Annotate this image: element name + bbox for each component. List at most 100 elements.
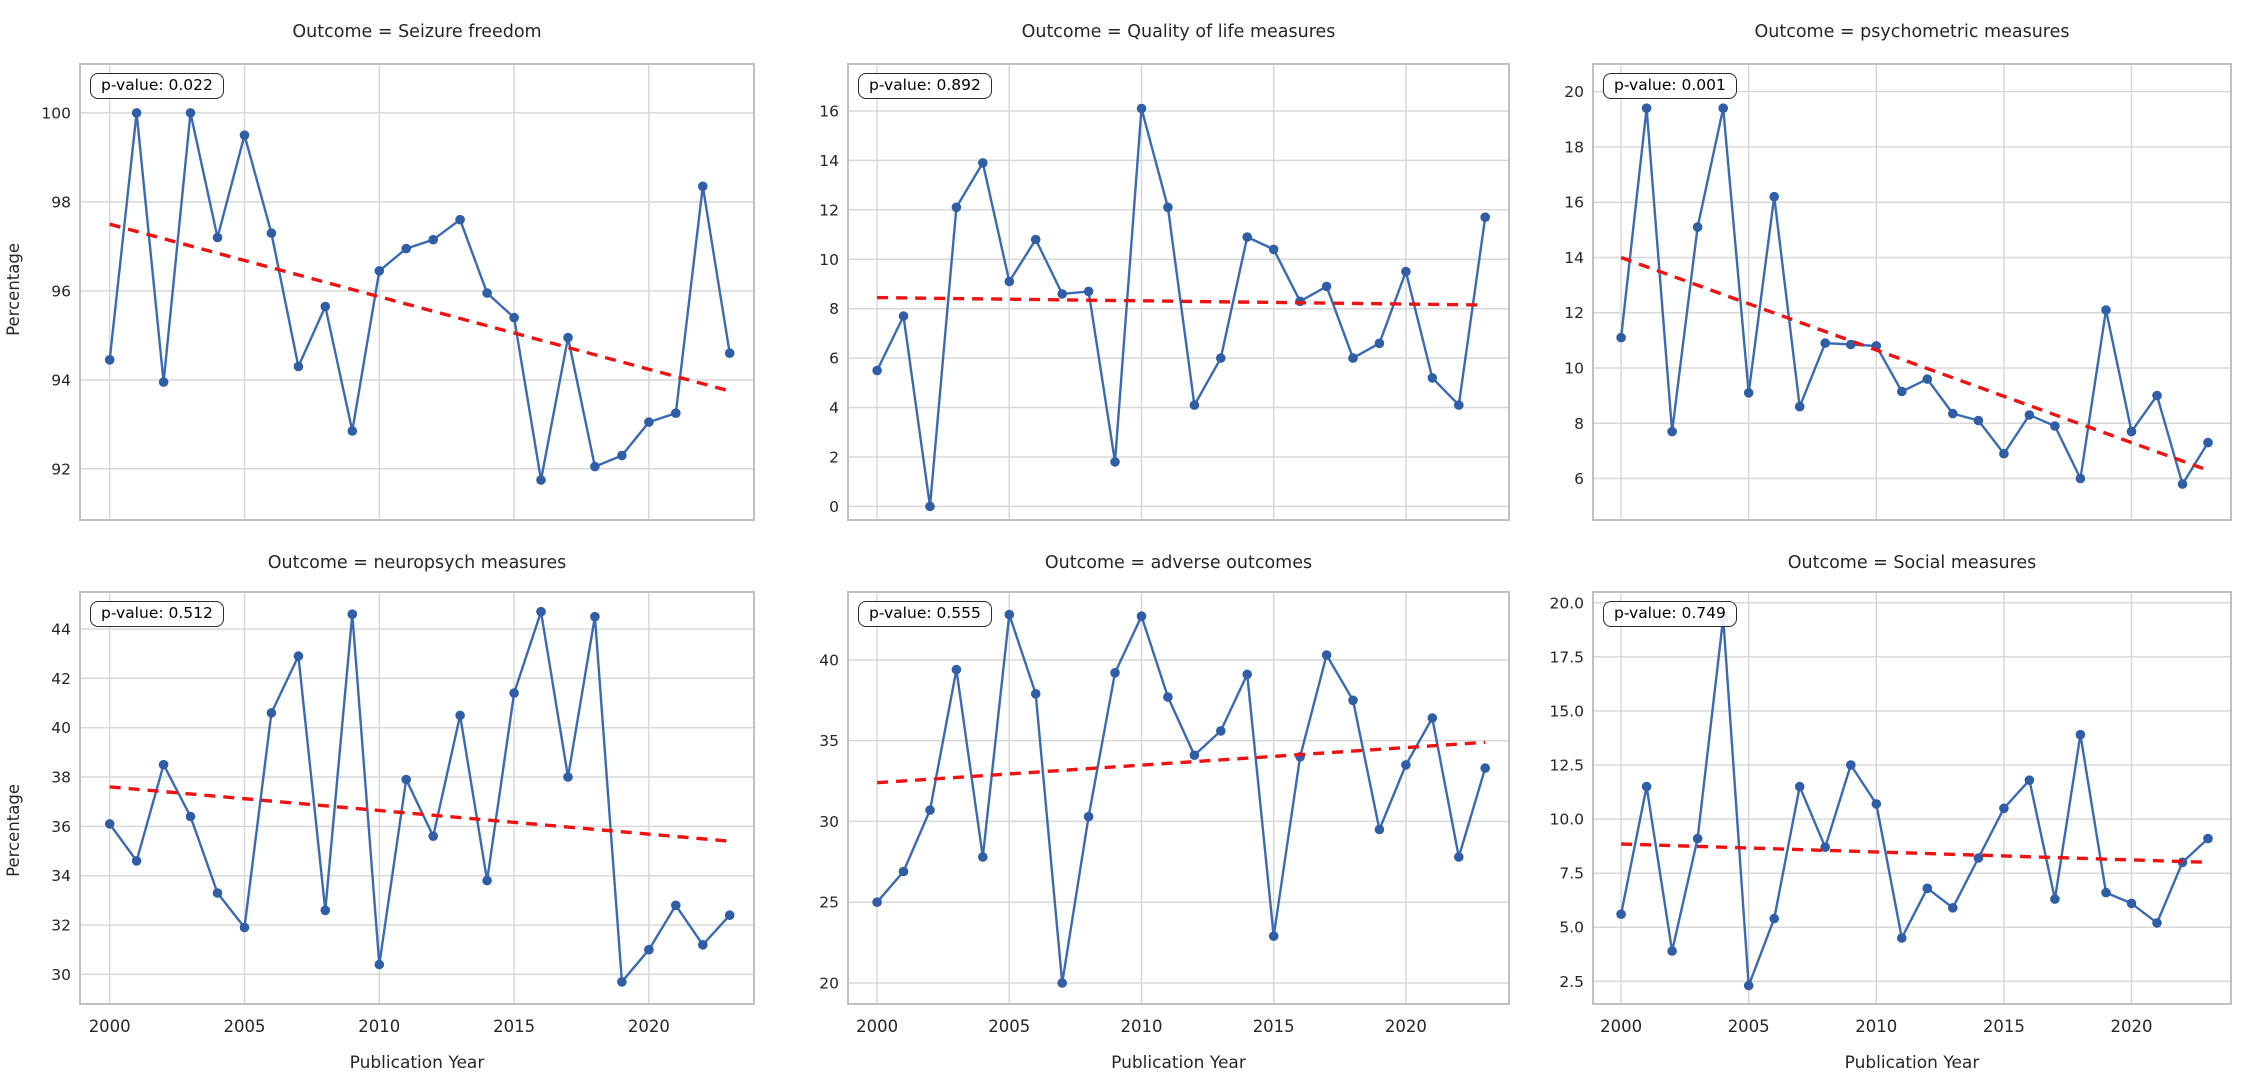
y-axis-label-gutter: Percentage <box>0 12 26 536</box>
data-point <box>1454 852 1464 862</box>
trend-line <box>876 740 1486 785</box>
data-point <box>347 609 358 619</box>
y-tick-label: 40 <box>51 719 71 737</box>
data-point <box>1769 191 1779 202</box>
pvalue-annotation: p-value: 0.022 <box>90 73 224 99</box>
y-tick-label: 2 <box>829 449 839 467</box>
data-point <box>898 866 909 877</box>
chart-title: Outcome = Quality of life measures <box>1021 22 1336 42</box>
data-point <box>698 181 708 192</box>
plot-area: 0 2 4 6 8 10 12 14 16 p-value: 0.892 <box>794 56 1539 536</box>
y-tick-label: 92 <box>51 460 71 478</box>
data-line <box>876 613 1487 985</box>
data-point <box>347 426 358 436</box>
y-tick-label: 2.5 <box>1559 973 1584 991</box>
y-tick-label: 32 <box>51 917 71 935</box>
data-point <box>698 940 708 950</box>
data-point <box>898 311 909 321</box>
data-point <box>1163 692 1173 702</box>
y-axis-label-gutter: Percentage <box>0 544 26 1086</box>
y-tick-label: 10 <box>819 251 839 269</box>
x-tick-label: 2010 <box>358 1017 400 1036</box>
plot-border <box>79 63 755 521</box>
plot-background <box>80 64 754 520</box>
y-tick-label: 16 <box>819 103 839 121</box>
data-point <box>1216 353 1226 363</box>
data-point <box>1057 289 1067 299</box>
x-tick-label: 2020 <box>1385 1017 1427 1036</box>
data-point <box>1692 833 1703 844</box>
y-tick-label: 35 <box>819 732 839 750</box>
plot-area: 20 25 30 35 40 2000 2005 2010 2015 2020 p-value: … <box>794 584 1539 1050</box>
data-point <box>925 501 935 512</box>
data-point <box>104 355 115 365</box>
plot-area: 6 8 10 12 14 16 18 20 p-value: 0.001 <box>1539 56 2245 536</box>
data-point <box>1667 946 1677 956</box>
data-point <box>1480 763 1490 773</box>
line-chart: 6 8 10 12 14 16 18 20 <box>1564 63 2232 521</box>
trend-line <box>109 222 731 393</box>
data-point <box>320 301 331 312</box>
x-axis-label: Publication Year <box>1111 1053 1246 1073</box>
x-tick-label: 2020 <box>2111 1017 2153 1036</box>
y-tick-label: 6 <box>1574 470 1584 488</box>
data-point <box>1348 695 1358 706</box>
y-tick-label: 42 <box>51 670 71 688</box>
data-point <box>1897 933 1907 943</box>
x-tick-label: 2010 <box>1121 1017 1163 1036</box>
y-tick-label: 14 <box>1564 249 1584 267</box>
data-point <box>401 774 412 785</box>
chart-cell-seizure-freedom: Percentage Outcome = Seizure freedom 92 9… <box>0 0 794 536</box>
data-point <box>1374 824 1385 835</box>
plot-border <box>847 63 1510 521</box>
data-point <box>185 811 196 822</box>
y-tick-label: 14 <box>819 152 839 170</box>
data-point <box>671 408 681 419</box>
data-point <box>428 831 439 841</box>
data-point <box>1030 234 1041 245</box>
chart-social-measures: Outcome = Social measures 2.5 5.0 7.5 10.0 1… <box>1539 544 2245 1086</box>
chart-title: Outcome = adverse outcomes <box>1044 553 1313 573</box>
data-point <box>1454 400 1464 410</box>
data-point <box>1242 669 1252 680</box>
x-tick-label: 2015 <box>493 1017 535 1036</box>
data-point <box>2024 775 2035 785</box>
data-line <box>1619 107 2210 486</box>
data-point <box>590 611 600 622</box>
data-point <box>1999 803 2009 814</box>
y-tick-label: 10 <box>1564 360 1584 378</box>
y-tick-label: 0 <box>829 498 839 516</box>
data-point <box>482 875 492 886</box>
data-point <box>1718 103 1728 113</box>
data-point <box>1004 609 1015 620</box>
data-point <box>536 475 546 485</box>
data-point <box>2152 918 2162 928</box>
data-point <box>617 977 627 987</box>
chart-cell-adverse-outcomes: Outcome = adverse outcomes 20 25 30 35 40 200… <box>794 536 1539 1086</box>
data-line <box>108 111 731 482</box>
y-tick-label: 20.0 <box>1549 594 1584 612</box>
chart-cell-social-measures: Outcome = Social measures 2.5 5.0 7.5 10.0 1… <box>1539 536 2245 1086</box>
data-point <box>1427 713 1438 723</box>
y-tick-label: 10.0 <box>1549 811 1584 829</box>
plot-border <box>847 591 1510 1005</box>
chart-title: Outcome = Social measures <box>1787 553 2037 573</box>
chart-cell-neuropsych: Percentage Outcome = neuropsych measures… <box>0 536 794 1086</box>
data-point <box>482 288 492 298</box>
y-tick-label: 25 <box>819 894 839 912</box>
trend-line <box>1621 842 2209 864</box>
trend-line <box>877 295 1486 307</box>
data-point <box>1136 103 1147 114</box>
data-point <box>1083 811 1094 822</box>
x-axis-label: Publication Year <box>349 1053 485 1073</box>
data-point <box>428 234 439 245</box>
data-point <box>644 417 654 427</box>
line-chart: 20 25 30 35 40 2000 2005 2010 2015 2020 <box>819 591 1510 1036</box>
data-point <box>1794 781 1805 792</box>
data-point <box>374 959 385 970</box>
y-tick-label: 100 <box>41 104 71 122</box>
data-point <box>1004 276 1015 287</box>
data-point <box>266 708 277 718</box>
line-chart: 30 32 34 36 38 40 42 44 2000 2005 2010 2015 2020 <box>51 591 755 1036</box>
x-tick-label: 2005 <box>988 1017 1030 1036</box>
